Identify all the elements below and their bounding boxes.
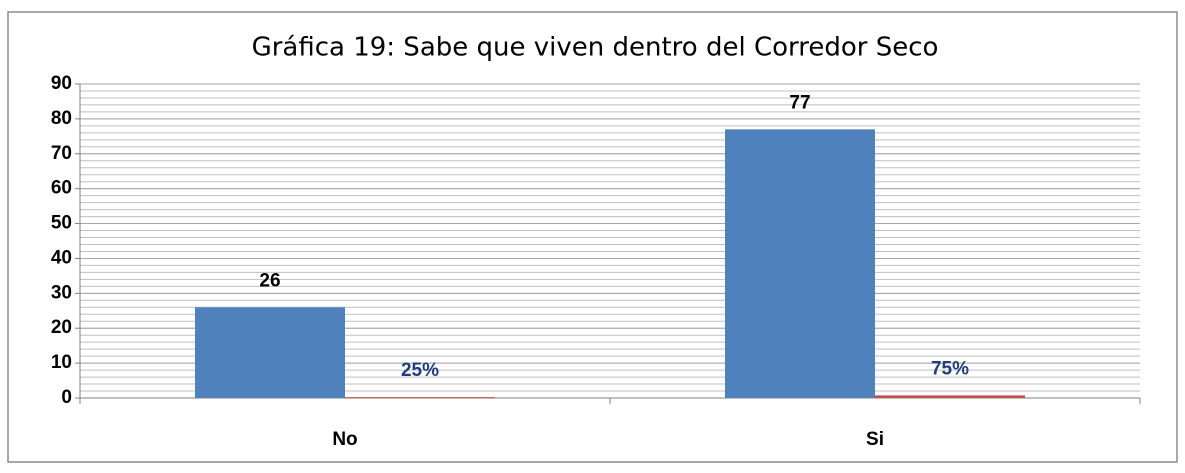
y-tick-label: 90	[51, 73, 72, 94]
value-label: 26	[259, 270, 280, 291]
bar	[345, 397, 495, 399]
y-tick-label: 30	[51, 282, 72, 303]
value-label: 75%	[931, 358, 969, 379]
x-tick-label: Si	[866, 429, 884, 450]
bar	[875, 395, 1025, 398]
y-tick-label: 80	[51, 108, 72, 129]
y-tick-label: 50	[51, 213, 72, 234]
y-tick-label: 0	[61, 387, 72, 408]
value-label: 25%	[401, 360, 439, 381]
y-tick-label: 70	[51, 143, 72, 164]
y-tick-label: 60	[51, 178, 72, 199]
y-tick-label: 40	[51, 247, 72, 268]
y-tick-label: 20	[51, 317, 72, 338]
y-tick-label: 10	[51, 352, 72, 373]
chart-title: Gráfica 19: Sabe que viven dentro del Co…	[252, 33, 939, 63]
bar	[725, 129, 875, 398]
x-tick-label: No	[332, 429, 357, 450]
chart-border	[7, 11, 1178, 463]
value-label: 77	[789, 92, 810, 113]
bar	[195, 307, 345, 398]
